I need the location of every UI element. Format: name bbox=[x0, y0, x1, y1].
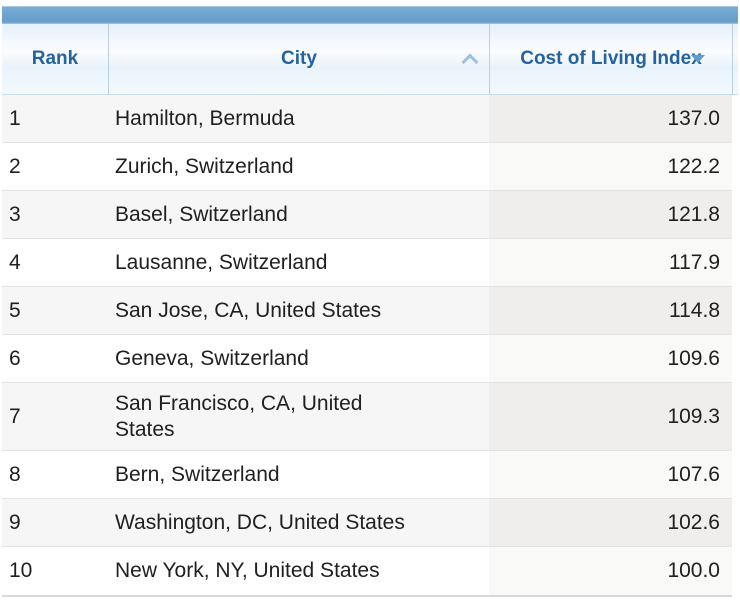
city-cell: New York, NY, United States bbox=[108, 547, 489, 595]
grid-caption-bar bbox=[2, 6, 738, 24]
index-cell: 117.9 bbox=[489, 239, 732, 286]
city-cell: San Francisco, CA, United States bbox=[108, 383, 489, 450]
column-header-rank-label: Rank bbox=[31, 48, 79, 69]
rank-cell: 7 bbox=[2, 383, 108, 450]
rank-cell: 1 bbox=[2, 95, 108, 142]
chevron-up-icon[interactable] bbox=[461, 53, 479, 71]
index-cell: 121.8 bbox=[489, 191, 732, 238]
grid-body: 1 Hamilton, Bermuda 137.0 2 Zurich, Swit… bbox=[2, 95, 732, 597]
index-cell: 122.2 bbox=[489, 143, 732, 190]
table-row[interactable]: 6 Geneva, Switzerland 109.6 bbox=[2, 335, 732, 383]
triangle-down-icon[interactable] bbox=[691, 55, 705, 63]
city-cell: Bern, Switzerland bbox=[108, 451, 489, 498]
cost-of-living-grid: Rank City Cost of Living Index 1 Hamilto… bbox=[2, 6, 738, 597]
city-cell: Zurich, Switzerland bbox=[108, 143, 489, 190]
table-row[interactable]: 8 Bern, Switzerland 107.6 bbox=[2, 451, 732, 499]
city-cell: Hamilton, Bermuda bbox=[108, 95, 489, 142]
index-cell: 102.6 bbox=[489, 499, 732, 546]
table-row[interactable]: 5 San Jose, CA, United States 114.8 bbox=[2, 287, 732, 335]
rank-cell: 2 bbox=[2, 143, 108, 190]
index-cell: 109.6 bbox=[489, 335, 732, 382]
column-header-cost-label: Cost of Living Index bbox=[520, 48, 702, 69]
index-cell: 107.6 bbox=[489, 451, 732, 498]
table-row[interactable]: 2 Zurich, Switzerland 122.2 bbox=[2, 143, 732, 191]
column-header-rank[interactable]: Rank bbox=[2, 24, 108, 94]
index-cell: 109.3 bbox=[489, 383, 732, 450]
index-cell: 114.8 bbox=[489, 287, 732, 334]
table-row[interactable]: 4 Lausanne, Switzerland 117.9 bbox=[2, 239, 732, 287]
column-header-cost-of-living-index[interactable]: Cost of Living Index bbox=[489, 24, 732, 94]
rank-cell: 3 bbox=[2, 191, 108, 238]
table-row[interactable]: 7 San Francisco, CA, United States 109.3 bbox=[2, 383, 732, 451]
city-cell: Basel, Switzerland bbox=[108, 191, 489, 238]
rank-cell: 4 bbox=[2, 239, 108, 286]
index-cell: 137.0 bbox=[489, 95, 732, 142]
grid-header-row: Rank City Cost of Living Index bbox=[2, 24, 738, 95]
table-row[interactable]: 10 New York, NY, United States 100.0 bbox=[2, 547, 732, 595]
column-header-city-label: City bbox=[281, 48, 317, 69]
rank-cell: 5 bbox=[2, 287, 108, 334]
rank-cell: 6 bbox=[2, 335, 108, 382]
header-filler bbox=[732, 24, 738, 94]
table-row[interactable]: 9 Washington, DC, United States 102.6 bbox=[2, 499, 732, 547]
table-row[interactable]: 3 Basel, Switzerland 121.8 bbox=[2, 191, 732, 239]
city-cell: Lausanne, Switzerland bbox=[108, 239, 489, 286]
column-header-city[interactable]: City bbox=[108, 24, 489, 94]
rank-cell: 10 bbox=[2, 547, 108, 595]
city-cell: Washington, DC, United States bbox=[108, 499, 489, 546]
table-row[interactable]: 1 Hamilton, Bermuda 137.0 bbox=[2, 95, 732, 143]
index-cell: 100.0 bbox=[489, 547, 732, 595]
city-cell: San Jose, CA, United States bbox=[108, 287, 489, 334]
rank-cell: 9 bbox=[2, 499, 108, 546]
rank-cell: 8 bbox=[2, 451, 108, 498]
city-cell: Geneva, Switzerland bbox=[108, 335, 489, 382]
